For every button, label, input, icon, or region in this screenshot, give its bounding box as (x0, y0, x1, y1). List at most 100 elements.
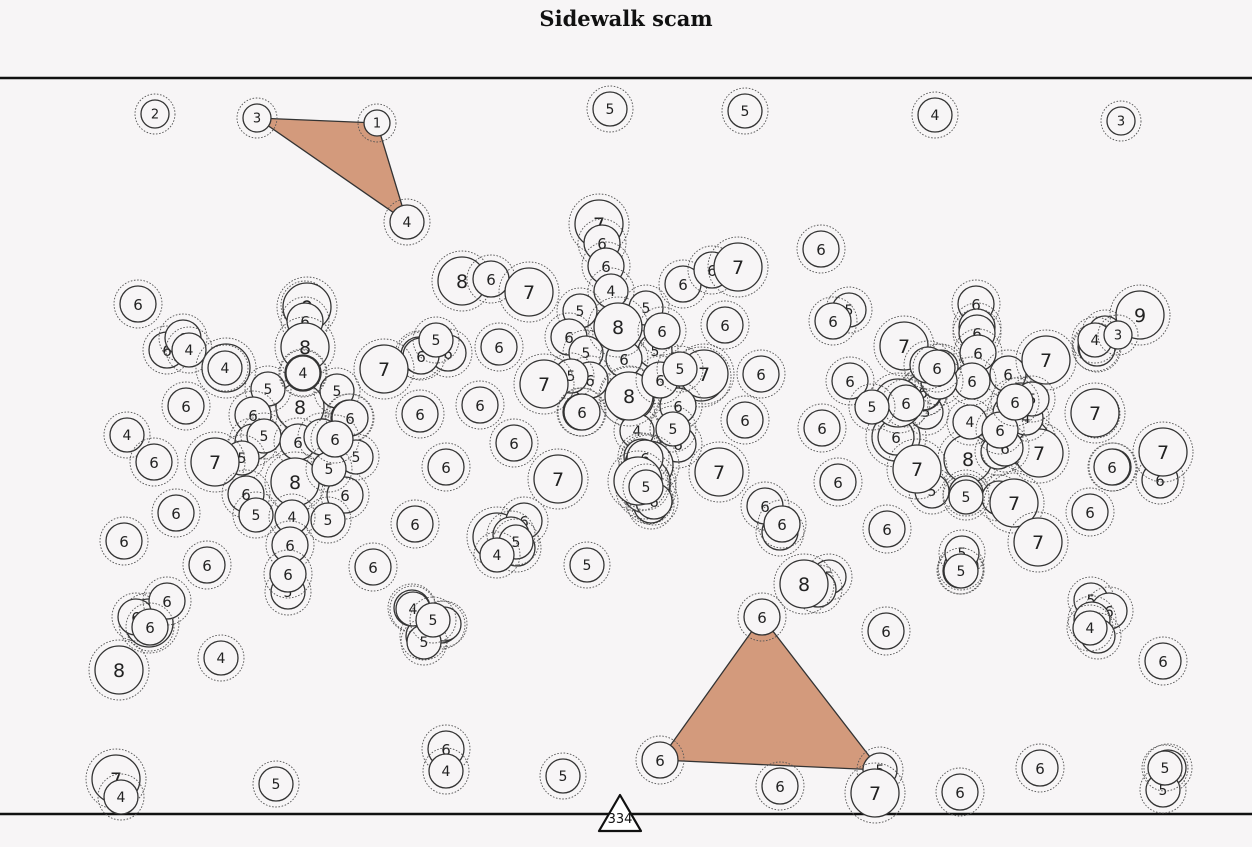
number-node[interactable]: 8 (88, 639, 150, 701)
number-node[interactable]: 4 (268, 493, 316, 541)
node-disc[interactable] (148, 582, 186, 620)
number-node[interactable]: 5 (622, 463, 670, 511)
node-disc[interactable] (242, 103, 272, 133)
number-node[interactable]: 7 (688, 441, 750, 503)
number-node[interactable]: 6 (947, 356, 997, 406)
number-node[interactable]: 6 (99, 516, 149, 566)
node-disc[interactable] (401, 395, 439, 433)
number-node[interactable]: 5 (586, 85, 634, 133)
node-disc[interactable] (814, 302, 852, 340)
number-node[interactable]: 6 (544, 312, 594, 362)
number-node[interactable]: 6 (720, 395, 770, 445)
node-disc[interactable] (867, 612, 905, 650)
node-disc[interactable] (285, 355, 321, 391)
node-disc[interactable] (1106, 106, 1136, 136)
node-disc[interactable] (389, 204, 425, 240)
number-node[interactable]: 7 (527, 448, 589, 510)
node-disc[interactable] (727, 93, 763, 129)
node-disc[interactable] (109, 417, 145, 453)
node-disc[interactable] (628, 469, 664, 505)
number-node[interactable]: 5 (409, 596, 457, 644)
node-disc[interactable] (803, 409, 841, 447)
number-node[interactable]: 5 (721, 87, 769, 135)
node-disc[interactable] (1021, 335, 1071, 385)
node-disc[interactable] (545, 758, 581, 794)
number-node[interactable]: 6 (395, 389, 445, 439)
number-node[interactable]: 7 (1064, 382, 1126, 444)
number-node[interactable]: 2 (134, 93, 176, 135)
number-node[interactable]: 4 (473, 531, 521, 579)
node-disc[interactable] (892, 444, 942, 494)
node-disc[interactable] (203, 640, 239, 676)
number-node[interactable]: 6 (320, 470, 370, 520)
number-node[interactable]: 5 (232, 491, 280, 539)
number-node[interactable]: 4 (197, 634, 245, 682)
number-node[interactable]: 6 (935, 767, 985, 817)
node-disc[interactable] (119, 285, 157, 323)
number-node[interactable]: 4 (279, 349, 327, 397)
node-disc[interactable] (310, 502, 346, 538)
node-disc[interactable] (743, 598, 781, 636)
number-node[interactable]: 7 (184, 431, 246, 493)
number-node[interactable]: 6 (161, 381, 211, 431)
number-node[interactable]: 5 (412, 316, 460, 364)
node-disc[interactable] (316, 420, 354, 458)
node-disc[interactable] (495, 424, 533, 462)
node-disc[interactable] (831, 362, 869, 400)
number-node[interactable]: 6 (421, 442, 471, 492)
node-disc[interactable] (326, 476, 364, 514)
number-node[interactable]: 5 (304, 496, 352, 544)
number-node[interactable]: 8 (587, 296, 649, 358)
node-disc[interactable] (157, 494, 195, 532)
node-disc[interactable] (1013, 517, 1063, 567)
number-node[interactable]: 6 (557, 387, 607, 437)
number-node[interactable]: 6 (113, 279, 163, 329)
node-disc[interactable] (726, 401, 764, 439)
node-disc[interactable] (742, 355, 780, 393)
node-disc[interactable] (258, 766, 294, 802)
number-node[interactable]: 5 (937, 547, 985, 595)
number-node[interactable]: 6 (151, 488, 201, 538)
node-disc[interactable] (917, 97, 953, 133)
node-disc[interactable] (1072, 610, 1108, 646)
node-disc[interactable] (1147, 750, 1183, 786)
number-node[interactable]: 6 (757, 499, 807, 549)
node-disc[interactable] (363, 109, 391, 137)
number-node[interactable]: 6 (129, 437, 179, 487)
number-node[interactable]: 6 (808, 296, 858, 346)
node-disc[interactable] (480, 328, 518, 366)
number-node[interactable]: 7 (498, 261, 560, 323)
number-node[interactable]: 4 (201, 344, 249, 392)
node-disc[interactable] (479, 537, 515, 573)
node-disc[interactable] (918, 349, 956, 387)
number-node[interactable]: 4 (1066, 604, 1114, 652)
number-node[interactable]: 5 (942, 473, 990, 521)
number-node[interactable]: 7 (1015, 329, 1077, 391)
number-node[interactable]: 5 (305, 445, 353, 493)
node-disc[interactable] (131, 608, 169, 646)
number-node[interactable]: 8 (773, 553, 835, 615)
number-node[interactable]: 7 (886, 438, 948, 500)
node-disc[interactable] (415, 602, 451, 638)
node-disc[interactable] (533, 454, 583, 504)
number-node[interactable]: 5 (244, 365, 292, 413)
number-node[interactable]: 7 (1007, 511, 1069, 573)
node-disc[interactable] (941, 773, 979, 811)
node-disc[interactable] (563, 393, 601, 431)
number-node[interactable]: 6 (755, 761, 805, 811)
node-disc[interactable] (706, 306, 744, 344)
node-disc[interactable] (396, 505, 434, 543)
number-node[interactable]: 6 (182, 540, 232, 590)
node-disc[interactable] (593, 302, 643, 352)
node-disc[interactable] (140, 99, 170, 129)
number-node[interactable]: 5 (313, 367, 361, 415)
node-disc[interactable] (1071, 493, 1109, 531)
number-node[interactable]: 5 (1141, 744, 1189, 792)
number-node[interactable]: 5 (563, 541, 611, 589)
number-node[interactable]: 7 (844, 762, 906, 824)
number-node[interactable]: 1 (357, 103, 397, 143)
node-disc[interactable] (103, 779, 139, 815)
node-disc[interactable] (1138, 427, 1188, 477)
number-node[interactable]: 3 (1100, 100, 1142, 142)
node-disc[interactable] (854, 389, 890, 425)
